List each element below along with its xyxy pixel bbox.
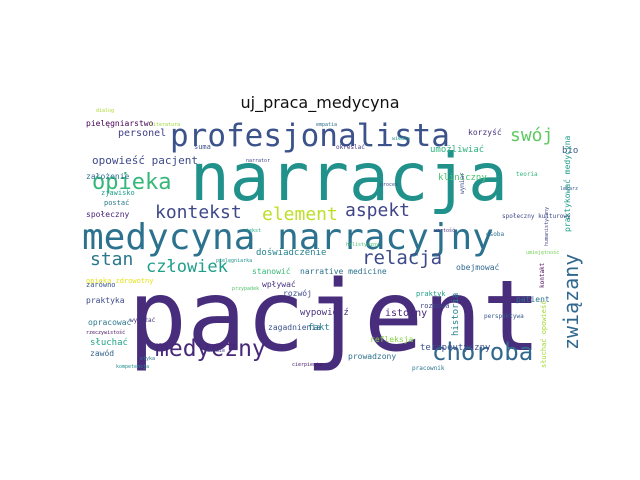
word-cloud-word: praktyk [416, 290, 446, 298]
word-cloud-word: stan [90, 249, 133, 270]
word-cloud-word: osoba [486, 231, 504, 238]
word-cloud-word: umożliwiać [430, 144, 484, 155]
word-cloud-word: relacja [362, 247, 442, 269]
word-cloud-word: kliniczny [438, 173, 487, 183]
word-cloud-word: terapeutyczny [420, 343, 491, 353]
word-cloud-word: wypowiedź [300, 308, 349, 318]
word-cloud-word: rozwój [283, 288, 312, 298]
word-cloud-word: tekst [246, 228, 261, 234]
word-cloud-word: opieka [92, 170, 171, 195]
word-cloud-word: dialog [96, 108, 114, 114]
word-cloud-word: proces [380, 182, 398, 188]
word-cloud-word: opieka zdrowotny [86, 277, 153, 285]
word-cloud-word: etyka [140, 356, 155, 362]
word-cloud-word: swój [510, 125, 553, 146]
word-cloud-word: pielęgniarstwo [86, 119, 154, 128]
word-cloud-word: perspektywa [484, 313, 524, 320]
word-cloud-word: istotny [385, 308, 427, 319]
word-cloud-word: społeczny [86, 210, 130, 219]
word-cloud-word: profesjonalista [170, 118, 450, 154]
word-cloud-word: założenie [86, 172, 130, 181]
word-cloud-word: społeczny kulturowy [502, 213, 571, 220]
word-cloud-word: holistyczny [346, 242, 379, 248]
word-cloud-word: teoria [516, 171, 538, 178]
word-cloud-word: obejmować [456, 262, 500, 272]
word-cloud-word: aspekt [345, 200, 410, 221]
word-cloud-word: opracować [88, 317, 132, 327]
word-cloud-word: związany [559, 254, 583, 350]
word-cloud-word: kontakt [539, 262, 546, 288]
word-cloud-word: słuchać [90, 337, 128, 348]
word-cloud-word: medycyna narracyjny [82, 217, 494, 258]
word-cloud-word: historia [451, 293, 461, 336]
word-cloud-word: zagadnienia [268, 323, 321, 332]
word-cloud-word: doświadczenie [256, 247, 326, 258]
word-cloud-word: rozmowa [420, 302, 450, 310]
word-cloud-word: zjawisko [101, 189, 135, 197]
word-cloud-word: umiejętność [526, 249, 559, 256]
word-cloud-word: wpływać [262, 279, 296, 289]
word-cloud-word: przypadek [232, 286, 259, 292]
word-cloud-word: praktykować medycyna [562, 135, 572, 232]
word-cloud-word: narrative medicine [300, 267, 387, 276]
word-cloud-word: narrator [246, 158, 270, 164]
word-cloud-word: rzeczywistość [86, 329, 125, 336]
word-cloud-word: fakt [308, 323, 330, 333]
word-cloud-word: humanistyczny [544, 207, 550, 246]
word-cloud-word: refleksja [370, 335, 414, 344]
word-cloud-word: cierpienie [292, 362, 322, 368]
word-cloud-word: empatia [316, 122, 337, 128]
word-cloud-word: element [262, 204, 338, 225]
word-cloud-word: patient [516, 295, 550, 304]
word-cloud-word: praktyka [86, 296, 125, 305]
word-cloud-word: kontekst [155, 202, 242, 223]
word-cloud-word: pacjent [128, 260, 541, 374]
word-cloud-word: bio [562, 146, 578, 156]
word-cloud-word: suma [194, 143, 211, 151]
word-cloud-word: prowadzony [348, 352, 396, 361]
word-cloud-word: zdrowie [204, 348, 225, 354]
word-cloud-word: pracownik [412, 365, 445, 372]
word-cloud-word: lekarz [560, 186, 578, 192]
word-cloud-word: wyrażać [130, 317, 156, 324]
word-cloud-word: słuchać opowieść [540, 301, 548, 368]
word-cloud-word: narracja [190, 139, 508, 216]
word-cloud-word: korzyść [468, 127, 502, 137]
word-cloud-word: zarówno [86, 281, 116, 289]
word-cloud-word: medyczny [155, 336, 266, 362]
word-cloud-word: opowieść pacjent [92, 154, 198, 167]
word-cloud-word: wartość [434, 227, 455, 234]
word-cloud-word: pielęgniarka [216, 258, 252, 264]
word-cloud-word: człowiek [146, 257, 228, 277]
word-cloud-canvas [80, 117, 580, 367]
plot-title: uj_praca_medycyna [240, 93, 400, 112]
word-cloud-word: kompetencja [116, 364, 149, 370]
word-cloud-word: choroba [432, 338, 533, 366]
word-cloud-word: określać [336, 144, 365, 151]
word-cloud-word: wymiar [459, 172, 466, 194]
word-cloud-word: postać [104, 199, 129, 207]
word-cloud-word: stanowić [252, 266, 291, 276]
word-cloud-word: wiedza [392, 136, 410, 142]
word-cloud-word: zawód [90, 348, 114, 358]
word-cloud-word: literatura [150, 122, 180, 128]
word-cloud-word: personel [118, 128, 166, 139]
